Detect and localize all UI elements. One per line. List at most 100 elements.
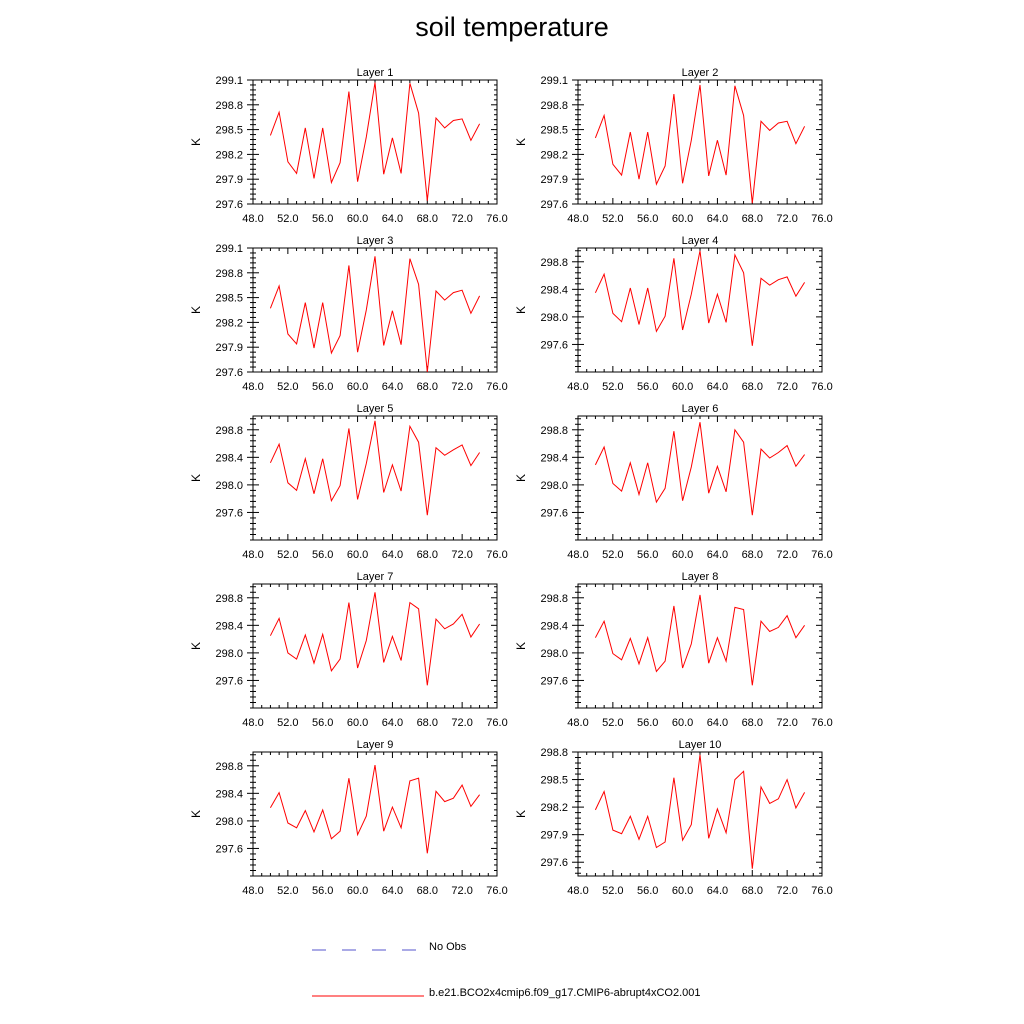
y-tick-label: 297.9 — [215, 174, 243, 186]
y-axis-label: K — [189, 138, 203, 146]
y-tick-label: 298.8 — [215, 761, 243, 773]
x-tick-label: 60.0 — [347, 381, 368, 393]
plot-frame — [252, 751, 498, 877]
x-tick-label: 48.0 — [567, 213, 588, 225]
x-tick-label: 56.0 — [312, 885, 333, 897]
x-tick-label: 52.0 — [602, 717, 623, 729]
y-tick-label: 298.8 — [540, 593, 568, 605]
y-axis-label: K — [189, 474, 203, 482]
x-tick-label: 56.0 — [637, 213, 658, 225]
x-tick-label: 72.0 — [776, 381, 797, 393]
x-tick-label: 52.0 — [602, 213, 623, 225]
y-axis-label: K — [514, 138, 528, 146]
x-tick-label: 52.0 — [277, 717, 298, 729]
x-tick-label: 72.0 — [451, 885, 472, 897]
y-tick-label: 297.6 — [540, 675, 568, 687]
y-tick-label: 298.8 — [215, 100, 243, 112]
y-tick-label: 298.4 — [215, 620, 243, 632]
x-tick-label: 48.0 — [242, 717, 263, 729]
y-tick-label: 298.4 — [540, 284, 568, 296]
x-tick-label: 76.0 — [486, 381, 507, 393]
y-tick-label: 298.2 — [215, 317, 243, 329]
plot-frame — [577, 415, 823, 541]
plot-frame — [577, 583, 823, 709]
y-tick-label: 297.6 — [215, 199, 243, 211]
x-tick-label: 60.0 — [672, 381, 693, 393]
series-line — [594, 250, 806, 346]
y-tick-label: 298.4 — [215, 788, 243, 800]
y-tick-label: 298.8 — [215, 425, 243, 437]
panel-6: Layer 6 K 48.0 52.0 56.0 60.0 64.0 68.0 72.0 76.0… — [514, 403, 833, 561]
y-tick-label: 298.4 — [540, 620, 568, 632]
y-tick-label: 298.8 — [540, 425, 568, 437]
x-tick-label: 48.0 — [242, 885, 263, 897]
legend-label: No Obs — [429, 941, 467, 953]
series-line — [269, 256, 481, 373]
y-tick-label: 298.0 — [540, 480, 568, 492]
panel-2: Layer 2 K 48.0 52.0 56.0 60.0 64.0 68.0 72.0 76.0… — [514, 67, 833, 225]
x-tick-label: 60.0 — [347, 717, 368, 729]
series-line — [269, 765, 481, 854]
x-tick-label: 68.0 — [417, 885, 438, 897]
x-tick-label: 76.0 — [486, 549, 507, 561]
y-axis-label: K — [189, 810, 203, 818]
x-tick-label: 68.0 — [742, 381, 763, 393]
x-tick-label: 64.0 — [382, 213, 403, 225]
y-tick-label: 298.5 — [540, 775, 568, 787]
x-tick-label: 64.0 — [382, 549, 403, 561]
x-tick-label: 56.0 — [312, 717, 333, 729]
y-tick-label: 298.2 — [215, 149, 243, 161]
x-tick-label: 56.0 — [637, 717, 658, 729]
y-tick-label: 297.6 — [215, 675, 243, 687]
x-tick-label: 68.0 — [417, 717, 438, 729]
y-tick-label: 298.8 — [540, 747, 568, 759]
y-axis-label: K — [189, 642, 203, 650]
x-tick-label: 60.0 — [347, 885, 368, 897]
x-tick-label: 76.0 — [811, 549, 832, 561]
panel-title: Layer 7 — [357, 571, 394, 583]
y-tick-label: 298.5 — [540, 125, 568, 137]
x-tick-label: 48.0 — [567, 549, 588, 561]
x-tick-label: 76.0 — [811, 885, 832, 897]
x-tick-label: 48.0 — [567, 381, 588, 393]
x-tick-label: 72.0 — [451, 213, 472, 225]
panel-title: Layer 3 — [357, 235, 394, 247]
x-tick-label: 64.0 — [707, 213, 728, 225]
x-tick-label: 76.0 — [486, 717, 507, 729]
y-tick-label: 297.9 — [540, 830, 568, 842]
panel-1: Layer 1 K 48.0 52.0 56.0 60.0 64.0 68.0 72.0 76.0… — [189, 67, 508, 225]
x-tick-label: 48.0 — [242, 213, 263, 225]
x-tick-label: 56.0 — [637, 885, 658, 897]
y-tick-label: 298.8 — [540, 257, 568, 269]
y-tick-label: 298.0 — [215, 480, 243, 492]
y-tick-label: 298.8 — [215, 593, 243, 605]
x-tick-label: 56.0 — [312, 213, 333, 225]
panel-title: Layer 2 — [682, 67, 719, 79]
legend-label: b.e21.BCO2x4cmip6.f09_g17.CMIP6-abrupt4x… — [429, 987, 701, 999]
y-tick-label: 298.5 — [215, 125, 243, 137]
x-tick-label: 68.0 — [742, 549, 763, 561]
legend-solid-line-icon — [312, 995, 424, 997]
x-tick-label: 64.0 — [707, 717, 728, 729]
x-tick-label: 60.0 — [672, 885, 693, 897]
x-tick-label: 52.0 — [277, 381, 298, 393]
x-tick-label: 52.0 — [602, 885, 623, 897]
y-tick-label: 298.0 — [215, 648, 243, 660]
x-tick-label: 48.0 — [242, 381, 263, 393]
y-tick-label: 298.4 — [540, 452, 568, 464]
x-tick-label: 56.0 — [637, 381, 658, 393]
x-tick-label: 76.0 — [811, 717, 832, 729]
panel-title: Layer 5 — [357, 403, 394, 415]
y-tick-label: 297.6 — [215, 843, 243, 855]
plot-frame — [252, 583, 498, 709]
panel-3: Layer 3 K 48.0 52.0 56.0 60.0 64.0 68.0 72.0 76.0… — [189, 235, 508, 393]
series-line — [269, 420, 481, 516]
x-tick-label: 64.0 — [382, 717, 403, 729]
x-tick-label: 72.0 — [451, 717, 472, 729]
x-tick-label: 76.0 — [486, 213, 507, 225]
series-line — [594, 754, 806, 869]
x-tick-label: 68.0 — [417, 381, 438, 393]
y-tick-label: 298.0 — [540, 312, 568, 324]
panel-9: Layer 9 K 48.0 52.0 56.0 60.0 64.0 68.0 72.0 76.0… — [189, 739, 508, 897]
x-tick-label: 52.0 — [602, 381, 623, 393]
